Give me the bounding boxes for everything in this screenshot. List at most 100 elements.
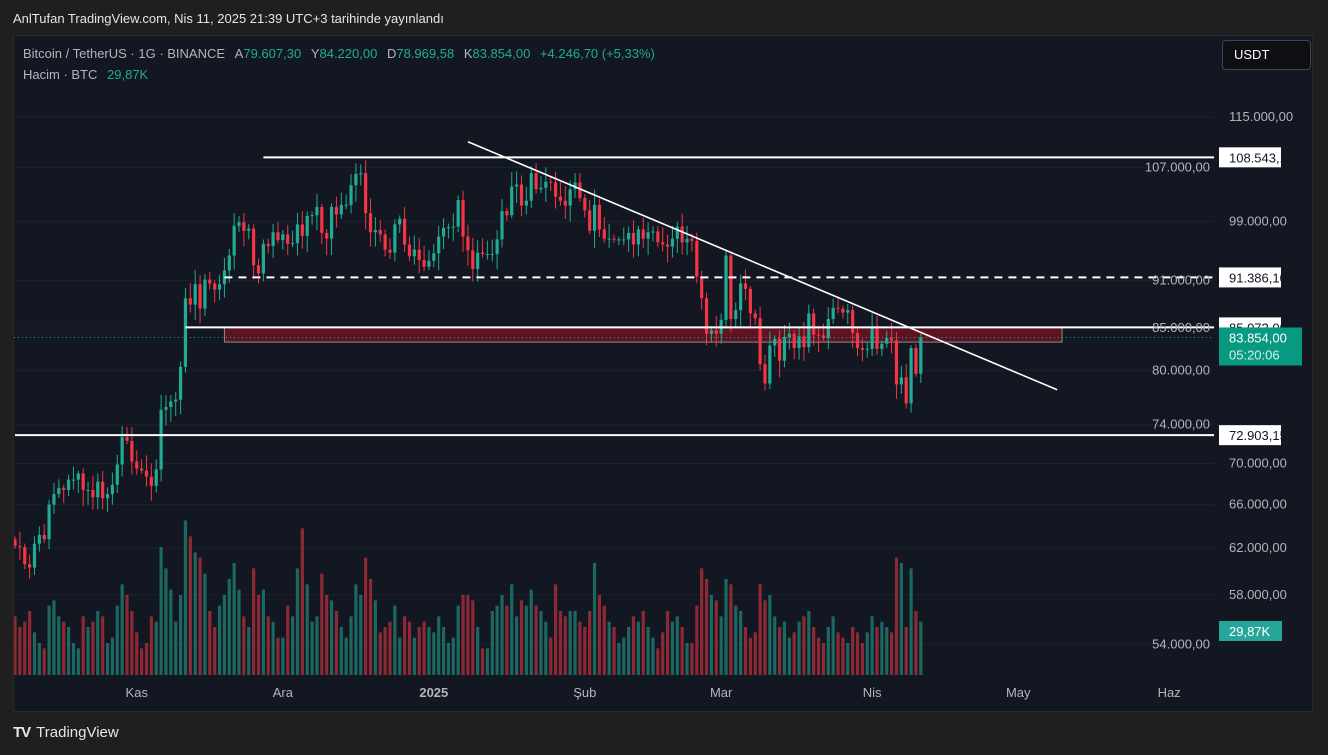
volume-bar: [222, 595, 227, 675]
y-tick-label: 74.000,00: [1152, 417, 1210, 432]
volume-bar: [782, 621, 787, 675]
candle-body: [96, 481, 100, 498]
candle-body: [636, 229, 640, 245]
volume-bar: [144, 643, 149, 675]
volume-bar: [378, 632, 382, 675]
candle-body: [188, 298, 192, 305]
candle-body: [286, 234, 290, 244]
trendline: [467, 140, 1058, 391]
candle-body: [841, 308, 845, 313]
candle-body: [159, 409, 163, 470]
volume-bar: [23, 621, 27, 675]
level-price-label: 108.543,10: [1229, 150, 1294, 165]
candle-body: [709, 330, 714, 334]
volume-bar: [597, 595, 601, 675]
candle-body: [802, 336, 806, 348]
volume-bar: [105, 643, 110, 675]
candle-body: [393, 224, 397, 253]
volume-bar: [636, 621, 640, 675]
candle-body: [334, 206, 339, 215]
volume-bar: [91, 621, 95, 675]
candle-body: [568, 189, 572, 206]
candle-body: [130, 440, 134, 462]
volume-bar: [758, 584, 762, 675]
volume-bar: [553, 584, 558, 675]
volume-bar: [510, 584, 514, 675]
candle-body: [510, 186, 514, 216]
volume-bar: [894, 557, 899, 675]
volume-bar: [237, 589, 241, 675]
volume-bar: [631, 616, 636, 675]
volume-bar: [329, 600, 334, 675]
candle-body: [135, 461, 139, 469]
volume-bar: [261, 589, 265, 675]
volume-bar: [266, 616, 270, 675]
high-label: Y: [310, 46, 320, 61]
volume-bar: [140, 648, 144, 675]
currency-button[interactable]: USDT: [1222, 40, 1311, 70]
volume-bar: [690, 643, 694, 675]
footer-logo[interactable]: TV TradingView: [13, 724, 119, 741]
volume-bar: [271, 621, 275, 675]
candle-body: [271, 232, 275, 246]
volume-bar: [904, 627, 908, 675]
candle-body: [899, 377, 903, 385]
candle-body: [81, 473, 85, 490]
y-tick-label: 80.000,00: [1152, 362, 1210, 377]
volume-bar: [325, 595, 329, 675]
candle-body: [422, 259, 426, 267]
volume-bar: [120, 584, 124, 675]
candle-body: [665, 244, 670, 247]
candle-body: [894, 340, 899, 385]
volume-bar: [354, 584, 358, 675]
volume-bar: [305, 584, 309, 675]
symbol-label[interactable]: Bitcoin / TetherUS · 1G · BINANCE: [23, 46, 226, 61]
volume-bar: [719, 616, 723, 675]
candle-body: [456, 200, 460, 227]
candle-body: [695, 240, 699, 277]
volume-bar: [826, 627, 830, 675]
volume-bar: [76, 648, 80, 675]
volume-label[interactable]: Hacim · BTC: [23, 67, 98, 82]
volume-bar: [178, 595, 183, 675]
volume-bar: [583, 627, 587, 675]
resistance-zone: [223, 326, 1063, 343]
volume-bar: [529, 589, 533, 675]
volume-bar: [86, 627, 90, 675]
low-value: 78.969,58: [396, 46, 455, 61]
candle-body: [310, 215, 314, 217]
volume-value: 29,87K: [107, 67, 149, 82]
volume-bar: [665, 611, 670, 675]
volume-bar: [427, 627, 431, 675]
candle-body: [602, 229, 606, 239]
volume-bar: [734, 605, 738, 675]
volume-bar: [617, 643, 621, 675]
volume-bar: [203, 573, 207, 675]
volume-bar: [480, 648, 485, 675]
candle-body: [432, 253, 436, 261]
candle-body: [909, 347, 913, 404]
volume-bar: [149, 616, 153, 675]
volume-bar: [880, 621, 884, 675]
volume-bar: [66, 627, 71, 675]
candle-body: [437, 236, 441, 254]
volume-bar: [57, 616, 61, 675]
volume-bar: [700, 568, 704, 675]
volume-bar: [339, 627, 343, 675]
volume-bar: [373, 600, 377, 675]
volume-bar: [573, 611, 577, 675]
volume-bar: [32, 632, 37, 675]
candle-body: [773, 338, 777, 346]
candle-body: [164, 407, 168, 410]
candle-body: [821, 335, 826, 338]
volume-bar: [714, 600, 718, 675]
volume-bar: [174, 621, 178, 675]
candle-body: [305, 215, 309, 236]
volume-bar: [286, 605, 290, 675]
candle-body: [675, 226, 679, 239]
candle-body: [558, 196, 563, 201]
volume-bar: [461, 595, 465, 675]
candle-body: [115, 464, 119, 485]
volume-bar: [646, 627, 650, 675]
